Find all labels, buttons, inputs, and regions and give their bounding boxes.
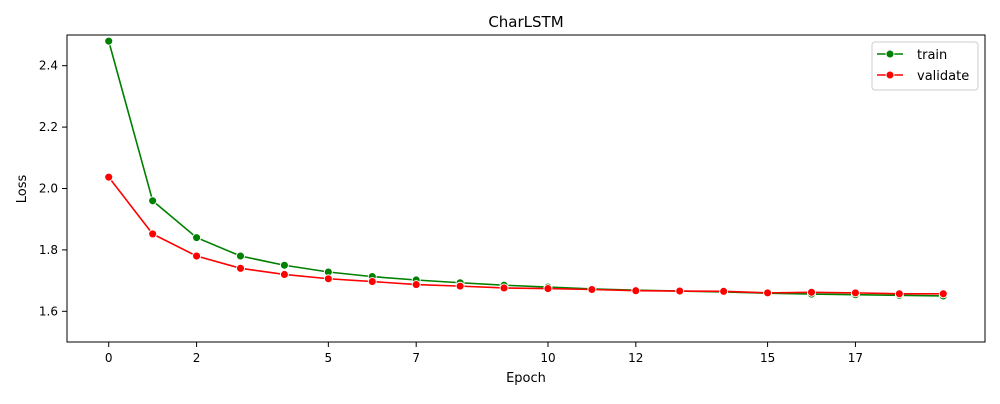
legend-marker [885, 49, 895, 59]
data-point-validate [894, 289, 904, 299]
series-validate [104, 172, 948, 299]
x-tick-label: 12 [628, 351, 643, 365]
legend-item-validate: validate [877, 69, 969, 84]
chart-title: CharLSTM [488, 13, 563, 31]
data-point-train [104, 36, 114, 46]
data-point-validate [675, 286, 685, 296]
legend-label: train [917, 48, 947, 63]
data-point-validate [148, 229, 158, 239]
data-point-validate [192, 251, 202, 261]
data-point-validate [850, 288, 860, 298]
data-point-validate [236, 263, 245, 273]
x-tick-label: 2 [193, 351, 201, 365]
data-point-validate [543, 284, 553, 294]
data-point-validate [807, 287, 816, 297]
data-point-validate [411, 280, 421, 290]
data-point-train [192, 233, 202, 243]
data-point-validate [323, 274, 333, 284]
data-point-validate [455, 281, 465, 291]
y-tick-label: 2.0 [39, 182, 58, 196]
plot-frame [66, 34, 986, 343]
data-point-validate [938, 289, 948, 299]
x-tick-label: 17 [848, 351, 863, 365]
data-point-train [148, 196, 158, 206]
series-layer [104, 36, 948, 301]
y-tick-label: 1.6 [39, 304, 58, 318]
data-point-validate [499, 283, 509, 293]
x-axis-label: Epoch [506, 371, 546, 386]
series-line-validate [108, 176, 944, 295]
y-axis: 1.6 1.8 2.0 2.2 2.4 [39, 59, 67, 318]
data-point-validate [631, 286, 641, 296]
data-point-validate [763, 288, 773, 298]
x-tick-label: 0 [105, 351, 113, 365]
y-tick-label: 2.2 [39, 120, 58, 134]
series-line-train [107, 40, 944, 297]
data-point-train [279, 260, 289, 270]
legend-marker [885, 70, 895, 80]
y-tick-label: 1.8 [39, 243, 58, 257]
legend: train validate [871, 41, 979, 91]
y-axis-label: Loss [15, 175, 30, 204]
data-point-validate [587, 285, 597, 294]
x-tick-label: 15 [760, 351, 775, 365]
series-train [104, 36, 948, 301]
data-point-train [236, 251, 245, 261]
x-tick-label: 7 [412, 351, 420, 365]
data-point-validate [279, 270, 289, 279]
x-tick-label: 5 [325, 351, 333, 365]
y-tick-label: 2.4 [39, 59, 58, 73]
data-point-validate [104, 172, 114, 182]
data-point-validate [719, 286, 729, 296]
x-axis: 0 2 5 7 10 12 15 17 [105, 342, 863, 365]
legend-item-train: train [877, 48, 947, 63]
x-tick-label: 10 [540, 351, 555, 365]
legend-label: validate [917, 69, 969, 84]
data-point-validate [367, 277, 377, 286]
